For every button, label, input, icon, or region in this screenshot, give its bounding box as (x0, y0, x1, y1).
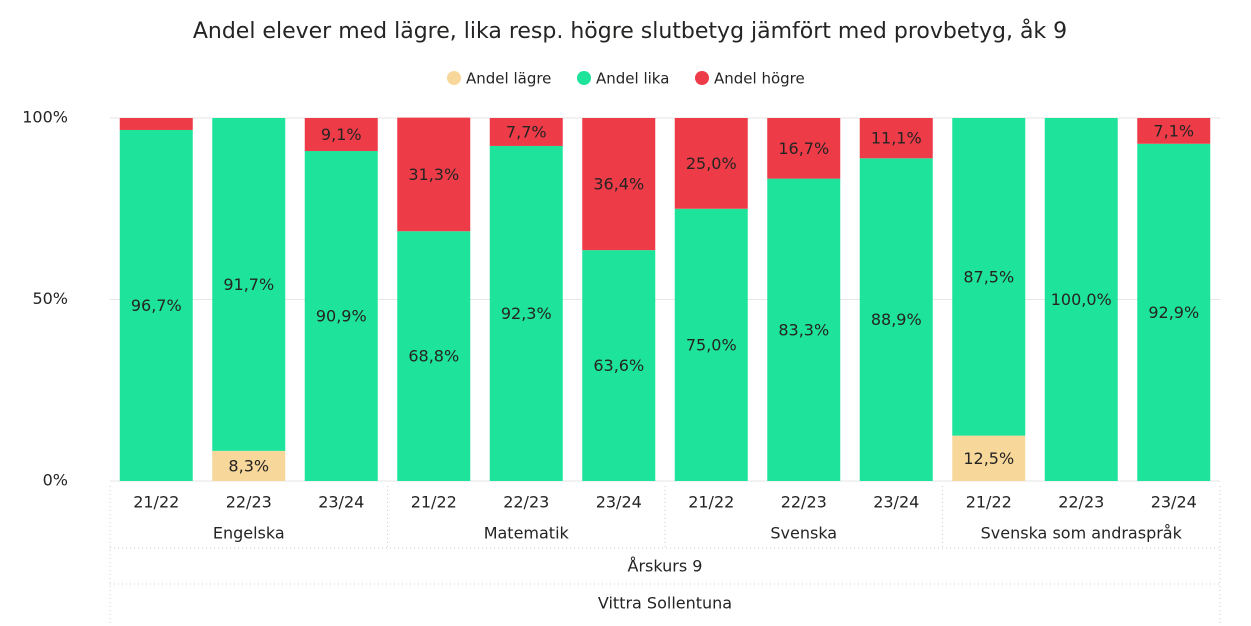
bar-segment (397, 231, 471, 481)
bar-segment (767, 118, 841, 179)
x-tick-label: 21/22 (966, 493, 1012, 512)
bar-segment (674, 208, 748, 481)
y-tick-label: 50% (32, 289, 68, 308)
x-tick-label: 22/23 (226, 493, 272, 512)
bar-segment (859, 118, 933, 159)
bar-segment (304, 118, 378, 152)
data-label: 83,3% (778, 320, 829, 339)
y-tick-label: 0% (43, 471, 68, 490)
data-label: 100,0% (1051, 290, 1112, 309)
group-label: Matematik (484, 524, 570, 543)
legend-swatch (577, 71, 591, 85)
bar-segment (674, 118, 748, 209)
legend-swatch (695, 71, 709, 85)
chart-title: Andel elever med lägre, lika resp. högre… (193, 18, 1067, 44)
x-tick-label: 22/23 (503, 493, 549, 512)
data-label: 90,9% (316, 307, 367, 326)
x-tick-label: 23/24 (1151, 493, 1197, 512)
x-tick-label: 23/24 (318, 493, 364, 512)
level-label: Årskurs 9 (628, 557, 703, 576)
bar-segment (397, 117, 471, 232)
bar-segment (1137, 118, 1211, 144)
data-label: 68,8% (408, 347, 459, 366)
bar-segment (489, 118, 563, 146)
bar-segment (212, 118, 286, 451)
bar-segment (119, 118, 193, 130)
legend-label: Andel högre (714, 70, 805, 88)
data-label: 96,7% (131, 296, 182, 315)
y-tick-label: 100% (22, 108, 68, 127)
data-label: 7,7% (506, 122, 547, 141)
legend-label: Andel lägre (466, 70, 551, 88)
data-label: 31,3% (408, 165, 459, 184)
data-label: 12,5% (963, 449, 1014, 468)
x-tick-label: 21/22 (133, 493, 179, 512)
bar-segment (304, 151, 378, 481)
data-label: 87,5% (963, 267, 1014, 286)
bar-segment (859, 158, 933, 481)
data-label: 16,7% (778, 139, 829, 158)
group-label: Engelska (213, 524, 285, 543)
data-label: 92,3% (501, 304, 552, 323)
data-label: 63,6% (593, 356, 644, 375)
data-label: 36,4% (593, 175, 644, 194)
data-label: 91,7% (223, 275, 274, 294)
x-tick-label: 21/22 (411, 493, 457, 512)
x-tick-label: 21/22 (688, 493, 734, 512)
data-label: 7,1% (1153, 121, 1194, 140)
legend-label: Andel lika (596, 70, 669, 88)
data-label: 92,9% (1148, 303, 1199, 322)
bar-segment (489, 145, 563, 482)
group-label: Svenska (770, 524, 837, 543)
bar-segment (1137, 143, 1211, 481)
data-label: 25,0% (686, 154, 737, 173)
data-label: 9,1% (321, 125, 362, 144)
data-label: 11,1% (871, 129, 922, 148)
x-tick-label: 23/24 (596, 493, 642, 512)
bar-segment (582, 118, 656, 251)
data-label: 88,9% (871, 310, 922, 329)
bar-segment (952, 435, 1026, 481)
legend-swatch (447, 71, 461, 85)
bar-segment (119, 129, 193, 481)
x-tick-label: 22/23 (1058, 493, 1104, 512)
data-label: 75,0% (686, 335, 737, 354)
data-label: 8,3% (228, 456, 269, 475)
bar-segment (1044, 118, 1118, 481)
x-tick-label: 22/23 (781, 493, 827, 512)
level-label: Vittra Sollentuna (598, 594, 732, 613)
bar-segment (767, 178, 841, 481)
bar-segment (952, 118, 1026, 436)
bar-segment (212, 450, 286, 481)
x-tick-label: 23/24 (873, 493, 919, 512)
bar-segment (582, 250, 656, 481)
group-label: Svenska som andraspråk (981, 524, 1183, 543)
